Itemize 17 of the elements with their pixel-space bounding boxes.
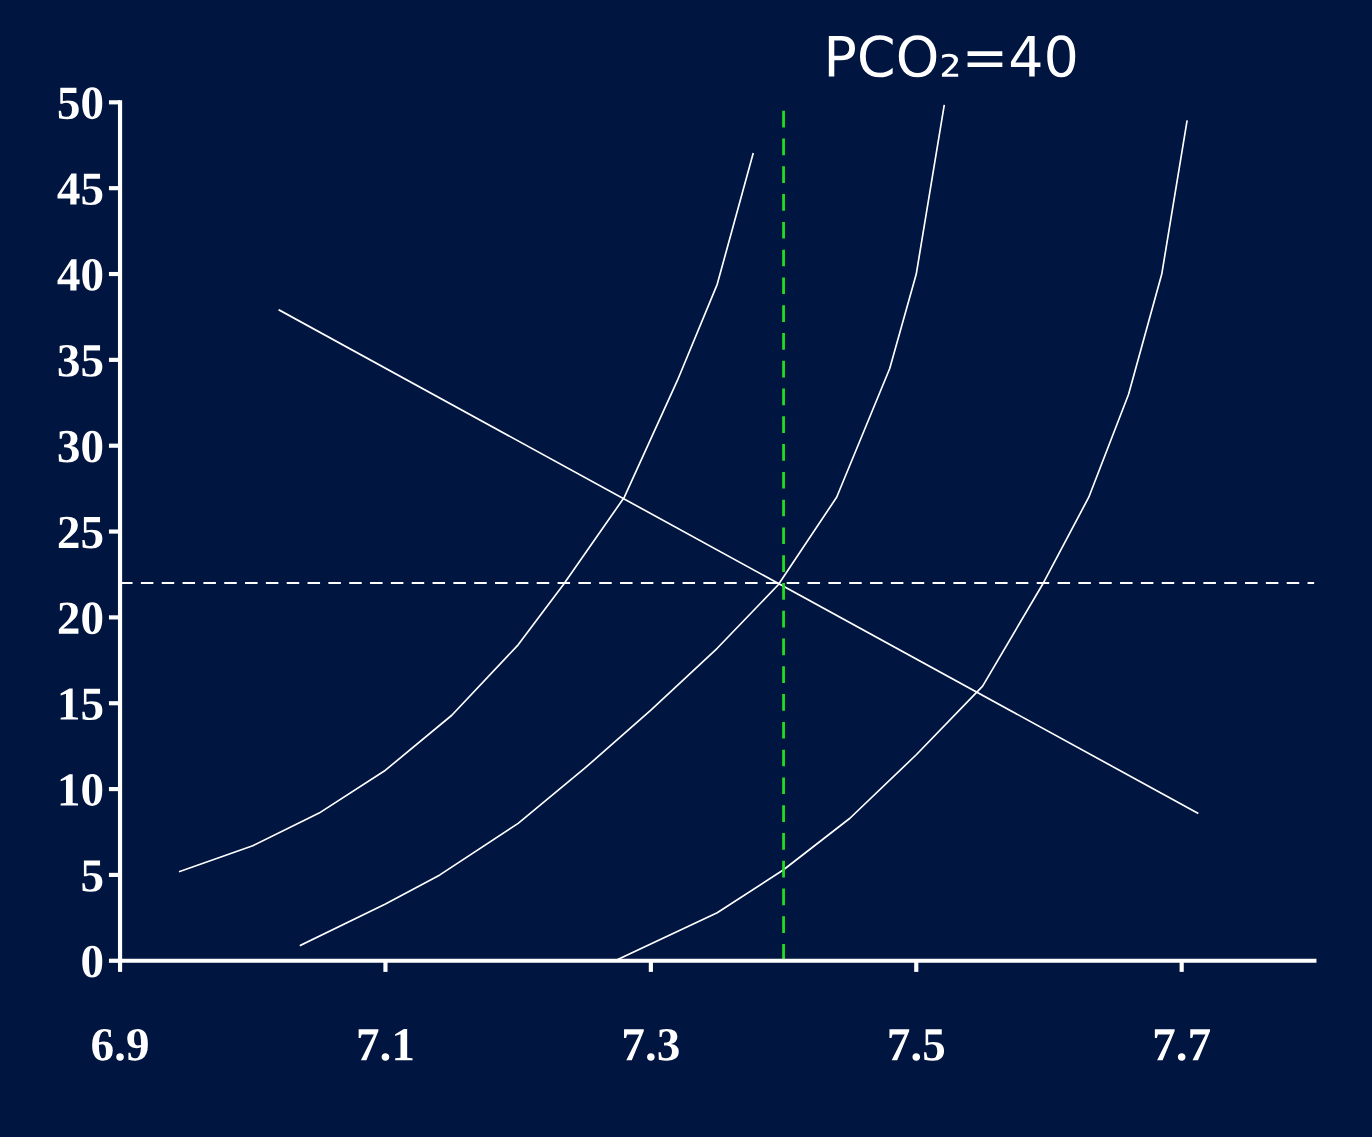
y-tick-label: 40 xyxy=(57,259,103,291)
y-tick-label: 20 xyxy=(58,602,103,635)
y-tick-label: 0 xyxy=(82,945,103,978)
y-tick-label: 30 xyxy=(58,430,103,463)
y-tick-label: 35 xyxy=(58,344,103,377)
x-tick-label: 7.1 xyxy=(358,1029,413,1061)
y-tick-label: 10 xyxy=(60,774,103,806)
text: PCO₂=40 xyxy=(828,35,1076,78)
y-tick-label: 15 xyxy=(60,688,103,721)
x-tick-label: 6.9 xyxy=(92,1028,148,1061)
x-tick-label: 7.7 xyxy=(1154,1029,1211,1061)
x-tick-label: 7.5 xyxy=(889,1029,945,1061)
y-tick-label: 25 xyxy=(58,516,103,549)
x-tick-label: 7.3 xyxy=(624,1028,679,1061)
y-tick-label: 50 xyxy=(58,87,103,120)
y-tick-label: 45 xyxy=(57,173,103,206)
y-tick-label: 5 xyxy=(82,860,103,892)
